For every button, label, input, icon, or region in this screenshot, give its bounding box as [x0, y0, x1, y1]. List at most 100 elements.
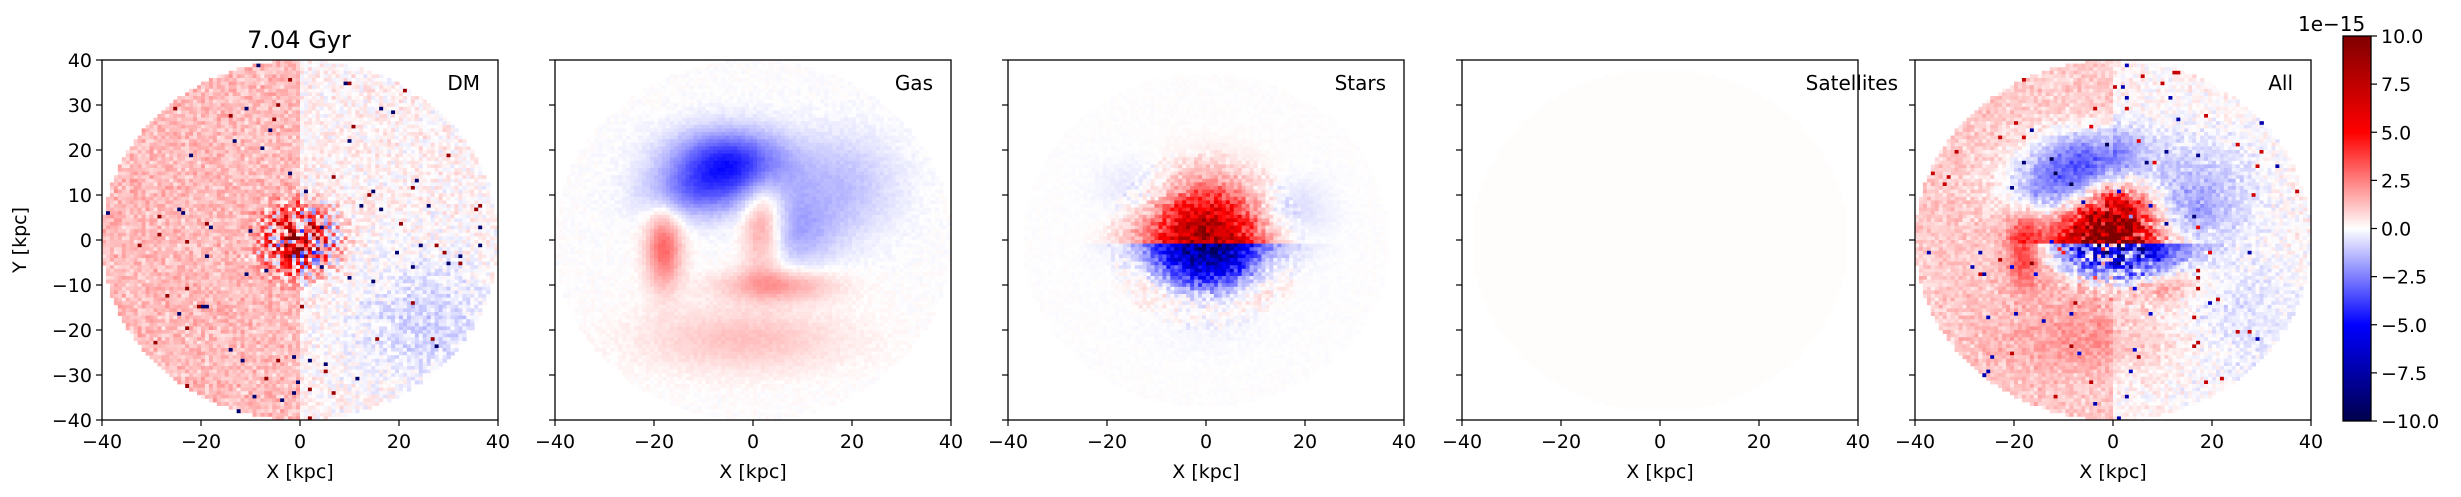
heatmap-cell: [122, 269, 126, 273]
heatmap-cell: [316, 305, 320, 309]
heatmap-cell: [225, 352, 229, 356]
heatmap-cell: [308, 197, 312, 201]
heatmap-cell: [320, 348, 324, 352]
heatmap-cell: [161, 172, 165, 176]
heatmap-cell: [146, 269, 150, 273]
heatmap-cell: [181, 114, 185, 118]
heatmap-cell: [276, 110, 280, 114]
heatmap-cell: [146, 226, 150, 230]
heatmap-cell: [284, 150, 288, 154]
heatmap-cell: [165, 118, 169, 122]
heatmap-cell: [201, 316, 205, 320]
heatmap-cell: [264, 269, 268, 273]
heatmap-cell: [336, 211, 340, 215]
heatmap-cell: [229, 190, 233, 194]
heatmap-cell: [153, 186, 157, 190]
heatmap-cell: [268, 370, 272, 374]
heatmap-cell: [308, 132, 312, 136]
heatmap-cell: [209, 78, 213, 82]
heatmap-cell: [245, 139, 249, 143]
heatmap-cell: [229, 312, 233, 316]
heatmap-cell: [256, 406, 260, 410]
heatmap-cell: [252, 85, 256, 89]
heatmap-cell: [205, 251, 209, 255]
heatmap-cell: [264, 312, 268, 316]
heatmap-cell: [332, 380, 336, 384]
heatmap-cell: [118, 164, 122, 168]
heatmap-cell: [276, 244, 280, 248]
heatmap-cell: [308, 114, 312, 118]
heatmap-cell: [260, 143, 264, 147]
heatmap-cell: [312, 373, 316, 377]
heatmap-cell: [118, 211, 122, 215]
heatmap-cell: [280, 67, 284, 71]
heatmap-cell: [201, 272, 205, 276]
heatmap-cell: [304, 276, 308, 280]
heatmap-cell: [237, 395, 241, 399]
heatmap-cell: [249, 229, 253, 233]
heatmap-cell: [280, 402, 284, 406]
heatmap-cell: [245, 175, 249, 179]
heatmap-cell: [197, 294, 201, 298]
heatmap-cell: [245, 182, 249, 186]
heatmap-cell: [336, 146, 340, 150]
heatmap-cell: [205, 82, 209, 86]
heatmap-cell: [288, 377, 292, 381]
heatmap-cell: [157, 258, 161, 262]
heatmap-cell: [336, 161, 340, 165]
heatmap-cell: [312, 395, 316, 399]
heatmap-cell: [264, 236, 268, 240]
heatmap-cell: [296, 334, 300, 338]
heatmap-cell: [213, 244, 217, 248]
heatmap-cell: [328, 103, 332, 107]
heatmap-cell: [260, 312, 264, 316]
heatmap-cell: [241, 265, 245, 269]
heatmap-cell: [138, 226, 142, 230]
heatmap-cell: [249, 370, 253, 374]
heatmap-cell: [181, 370, 185, 374]
heatmap-cell: [328, 402, 332, 406]
heatmap-cell: [304, 269, 308, 273]
heatmap-cell: [165, 233, 169, 237]
heatmap-cell: [288, 348, 292, 352]
heatmap-cell: [229, 229, 233, 233]
heatmap-cell: [213, 269, 217, 273]
heatmap-cell: [189, 200, 193, 204]
heatmap-cell: [245, 222, 249, 226]
heatmap-cell: [340, 71, 344, 75]
heatmap-cell: [225, 247, 229, 251]
heatmap-cell: [288, 103, 292, 107]
heatmap-cell: [312, 362, 316, 366]
heatmap-cell: [110, 222, 114, 226]
heatmap-cell: [205, 305, 209, 309]
heatmap-cell: [161, 301, 165, 305]
heatmap-cell: [150, 143, 154, 147]
heatmap-cell: [288, 398, 292, 402]
heatmap-cell: [320, 341, 324, 345]
heatmap-cell: [256, 208, 260, 212]
heatmap-cell: [280, 222, 284, 226]
heatmap-cell: [249, 244, 253, 248]
heatmap-cell: [193, 262, 197, 266]
heatmap-cell: [332, 301, 336, 305]
heatmap-cell: [197, 276, 201, 280]
heatmap-cell: [260, 132, 264, 136]
heatmap-cell: [122, 308, 126, 312]
heatmap-cell: [280, 398, 284, 402]
heatmap-cell: [229, 323, 233, 327]
heatmap-cell: [213, 197, 217, 201]
heatmap-cell: [284, 359, 288, 363]
heatmap-cell: [134, 330, 138, 334]
heatmap-cell: [296, 197, 300, 201]
heatmap-cell: [336, 348, 340, 352]
heatmap-cell: [122, 262, 126, 266]
heatmap-cell: [130, 190, 134, 194]
heatmap-cell: [157, 305, 161, 309]
heatmap-cell: [308, 276, 312, 280]
heatmap-cell: [237, 337, 241, 341]
heatmap-cell: [233, 100, 237, 104]
heatmap-cell: [134, 186, 138, 190]
heatmap-cell: [328, 107, 332, 111]
heatmap-cell: [142, 218, 146, 222]
heatmap-cell: [229, 125, 233, 129]
